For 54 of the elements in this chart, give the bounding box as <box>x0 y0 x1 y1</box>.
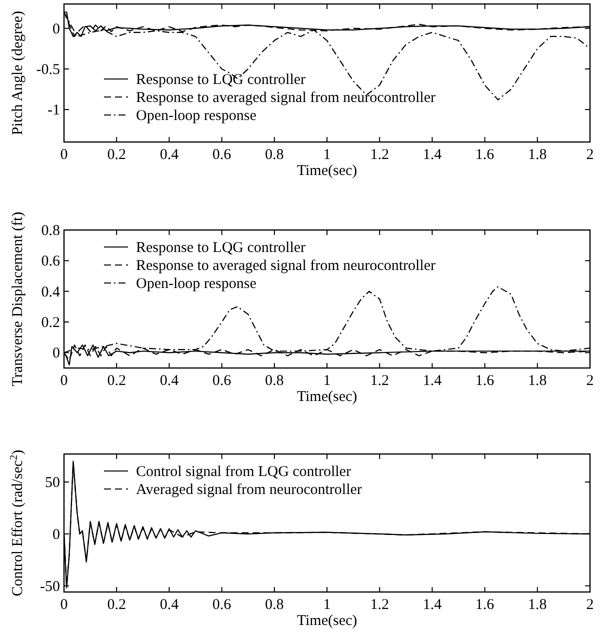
y-tick-label: 0 <box>52 346 60 362</box>
y-tick-label: 0.2 <box>41 315 60 331</box>
x-tick-label: 0.2 <box>107 597 126 613</box>
legend-label: Response to averaged signal from neurocontroller <box>136 90 436 106</box>
x-tick-label: 1.8 <box>528 373 547 389</box>
x-tick-label: 0.6 <box>212 373 232 389</box>
x-tick-label: 1.6 <box>475 373 495 389</box>
x-tick-label: 0.6 <box>212 597 232 613</box>
x-tick-label: 0.2 <box>107 373 126 389</box>
y-axis-title: Pitch Angle (degree) <box>10 10 26 136</box>
y-axis-title: Transverse Displacement (ft) <box>10 212 26 386</box>
x-tick-label: 0.2 <box>107 147 126 163</box>
x-tick-label: 0.4 <box>160 597 180 613</box>
y-tick-label: -50 <box>40 578 60 595</box>
x-tick-label: 0.8 <box>265 373 284 389</box>
x-tick-label: 1.8 <box>528 147 547 163</box>
y-tick-label: 50 <box>45 475 60 492</box>
y-tick-label: 0 <box>52 526 60 543</box>
x-tick-label: 1.6 <box>475 147 495 163</box>
x-tick-label: 0.6 <box>212 147 232 163</box>
legend-label: Control signal from LQG controller <box>136 464 351 480</box>
x-tick-label: 1 <box>323 597 331 613</box>
x-tick-label: 2 <box>586 597 594 613</box>
legend-label: Open-loop response <box>136 108 257 124</box>
y-tick-label: 0.8 <box>41 223 60 239</box>
legend-label: Response to averaged signal from neurocontroller <box>136 258 436 274</box>
x-tick-label: 0.8 <box>265 597 284 613</box>
y-tick-label: -1 <box>48 102 60 119</box>
x-tick-label: 1 <box>323 373 331 389</box>
x-tick-label: 0.4 <box>160 373 180 389</box>
x-tick-label: 0.8 <box>265 147 284 163</box>
x-tick-label: 1.6 <box>475 597 495 613</box>
y-tick-label: 0.4 <box>41 284 60 300</box>
x-tick-label: 2 <box>586 147 594 163</box>
y-tick-label: -0.5 <box>36 62 60 78</box>
y-tick-label: 0 <box>52 21 60 38</box>
x-axis-title: Time(sec) <box>296 613 358 629</box>
legend-label: Averaged signal from neurocontroller <box>136 482 362 498</box>
x-tick-label: 1.2 <box>370 147 389 163</box>
x-axis-title: Time(sec) <box>296 389 358 405</box>
x-tick-label: 1.4 <box>422 373 442 389</box>
legend-label: Response to LQG controller <box>136 72 306 88</box>
x-tick-label: 1.8 <box>528 597 547 613</box>
x-tick-label: 1.2 <box>370 373 389 389</box>
x-tick-label: 0.4 <box>160 147 180 163</box>
y-tick-label: 0.6 <box>41 254 60 270</box>
x-tick-label: 1 <box>323 147 331 163</box>
legend-label: Open-loop response <box>136 276 257 292</box>
x-tick-label: 1.4 <box>422 147 442 163</box>
x-tick-label: 1.2 <box>370 597 389 613</box>
x-tick-label: 2 <box>586 373 594 389</box>
x-axis-title: Time(sec) <box>296 163 358 179</box>
legend-label: Response to LQG controller <box>136 240 306 256</box>
x-tick-label: 1.4 <box>422 597 442 613</box>
